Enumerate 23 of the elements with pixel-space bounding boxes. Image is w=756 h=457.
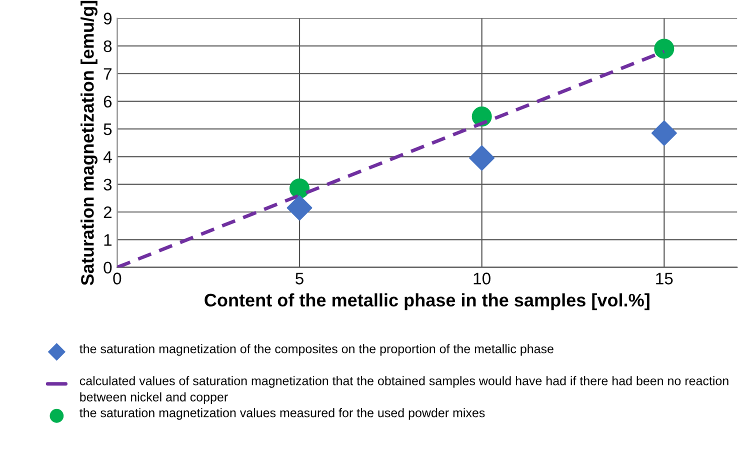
x-tick-label: 15 [656,272,673,284]
point [651,120,677,146]
y-tick-label: 4 [103,151,112,163]
point [469,145,495,171]
point [290,178,310,198]
point [286,195,312,221]
y-tick-label: 2 [104,206,112,218]
y-tick-label: 9 [104,12,112,24]
point [654,38,674,59]
y-tick-label: 0 [104,262,112,274]
x-tick-label: 5 [296,272,304,284]
y-tick-label: 1 [104,234,112,246]
x-tick-label: 0 [113,272,122,284]
y-tick-label: 7 [104,68,112,80]
y-axis-title: Saturation magnetization [emu/g] [80,0,98,286]
x-axis-title: Content of the metallic phase in the samples [vol.%] [204,293,650,310]
legend-label: the saturation magnetization values measured for the used powder mixes [80,408,485,420]
x-tick-label: 10 [474,272,490,284]
y-tick-label: 5 [104,124,112,136]
y-tick-label: 3 [104,178,112,191]
y-tick-label: 6 [104,96,112,108]
y-tick-label: 8 [104,40,112,52]
legend-label: the saturation magnetization of the composites on the proportion of the metallic phase [80,344,554,356]
